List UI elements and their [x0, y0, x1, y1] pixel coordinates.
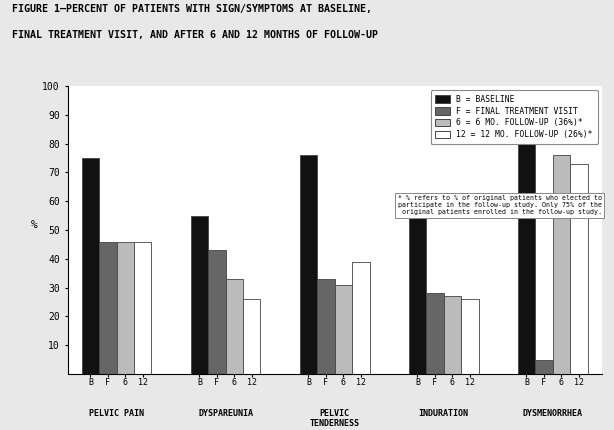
- Bar: [99, 242, 117, 374]
- Bar: [352, 262, 370, 374]
- Legend: B = BASELINE, F = FINAL TREATMENT VISIT, 6 = 6 MO. FOLLOW-UP (36%)*, 12 = 12 MO.: B = BASELINE, F = FINAL TREATMENT VISIT,…: [430, 90, 597, 144]
- Bar: [134, 242, 152, 374]
- Text: PELVIC PAIN: PELVIC PAIN: [89, 408, 144, 418]
- Bar: [300, 155, 317, 374]
- Bar: [409, 210, 426, 374]
- Bar: [335, 285, 352, 374]
- Y-axis label: %: %: [31, 220, 37, 230]
- Bar: [570, 164, 588, 374]
- Text: PELVIC
TENDERNESS: PELVIC TENDERNESS: [309, 408, 360, 428]
- Bar: [461, 299, 478, 374]
- Bar: [426, 293, 444, 374]
- Bar: [191, 215, 208, 374]
- Text: INDURATION: INDURATION: [419, 408, 468, 418]
- Bar: [243, 299, 260, 374]
- Bar: [535, 359, 553, 374]
- Text: FINAL TREATMENT VISIT, AND AFTER 6 AND 12 MONTHS OF FOLLOW-UP: FINAL TREATMENT VISIT, AND AFTER 6 AND 1…: [12, 30, 378, 40]
- Bar: [225, 279, 243, 374]
- Bar: [208, 250, 225, 374]
- Bar: [317, 279, 335, 374]
- Bar: [117, 242, 134, 374]
- Bar: [553, 155, 570, 374]
- Bar: [518, 123, 535, 374]
- Text: DYSPAREUNIA: DYSPAREUNIA: [198, 408, 253, 418]
- Bar: [444, 296, 461, 374]
- Text: DYSMENORRHEA: DYSMENORRHEA: [523, 408, 583, 418]
- Text: FIGURE 1–PERCENT OF PATIENTS WITH SIGN/SYMPTOMS AT BASELINE,: FIGURE 1–PERCENT OF PATIENTS WITH SIGN/S…: [12, 4, 372, 14]
- Bar: [82, 158, 99, 374]
- Text: * % refers to % of original patients who elected to
participate in the follow-up: * % refers to % of original patients who…: [398, 196, 602, 215]
